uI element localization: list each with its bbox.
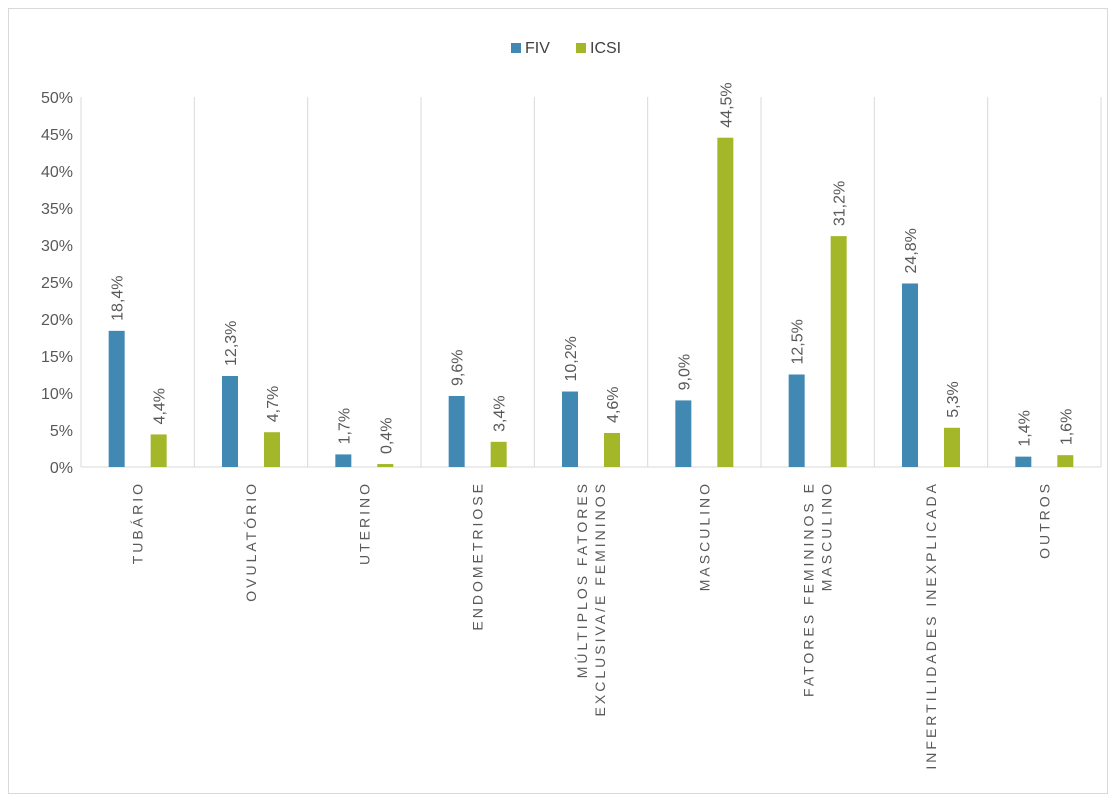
x-category-label: OUTROS — [1036, 481, 1052, 559]
legend: FIV ICSI — [511, 40, 621, 57]
x-category-label: TUBÁRIO — [130, 481, 146, 564]
y-tick-label: 20% — [41, 312, 73, 329]
x-category-label: MASCULINO — [696, 481, 712, 591]
bar-icsi — [944, 427, 960, 467]
y-tick-label: 45% — [41, 127, 73, 144]
y-tick-label: 10% — [41, 386, 73, 403]
y-tick-label: 5% — [50, 423, 73, 440]
y-tick-label: 30% — [41, 238, 73, 255]
data-label-icsi: 0,4% — [378, 418, 395, 454]
x-axis: TUBÁRIO OVULATÓRIO UTERINO ENDOMETRIOSE MÚLT… — [130, 481, 1053, 770]
y-tick-label: 35% — [41, 201, 73, 218]
data-label-icsi: 4,7% — [265, 386, 282, 422]
bar-fiv — [1015, 456, 1032, 467]
x-category-label: EXCLUSIVA/E FEMININOS — [592, 481, 608, 716]
x-category-label: UTERINO — [356, 481, 372, 565]
bar-icsi — [717, 137, 734, 467]
bar-fiv — [335, 454, 352, 467]
data-label-fiv: 10,2% — [563, 336, 580, 381]
data-labels: 18,4% 12,3% 1,7% 9,6% 10,2% 9,0% 12,5% 24,8% 1,4… — [110, 82, 1076, 454]
y-tick-label: 50% — [41, 90, 73, 107]
bar-icsi — [1057, 455, 1074, 467]
bar-icsi — [150, 434, 167, 467]
bar-fiv — [448, 395, 465, 467]
bar-fiv — [222, 375, 238, 467]
bar-fiv — [675, 400, 692, 467]
bar-icsi — [264, 432, 280, 467]
data-label-fiv: 1,4% — [1016, 410, 1033, 446]
bar-fiv — [788, 374, 805, 467]
bar-icsi — [830, 236, 847, 467]
data-label-icsi: 4,4% — [152, 388, 169, 424]
data-label-icsi: 3,4% — [492, 395, 509, 431]
bar-fiv — [562, 391, 578, 467]
bar-fiv — [902, 283, 918, 467]
x-category-label: INFERTILIDADES INEXPLICADA — [923, 481, 939, 770]
y-tick-label: 25% — [41, 275, 73, 292]
data-label-fiv: 9,6% — [450, 349, 467, 385]
bars — [108, 137, 1074, 467]
data-label-icsi: 1,6% — [1058, 409, 1075, 445]
x-category-label: ENDOMETRIOSE — [470, 481, 486, 631]
bar-icsi — [490, 441, 507, 467]
y-tick-label: 40% — [41, 164, 73, 181]
data-label-fiv: 18,4% — [110, 275, 127, 320]
data-label-fiv: 12,5% — [790, 319, 807, 364]
data-label-icsi: 44,5% — [718, 82, 735, 127]
x-category-label: FATORES FEMININOS E — [801, 481, 817, 697]
x-category-label: MASCULINO — [819, 481, 835, 591]
data-label-fiv: 9,0% — [676, 354, 693, 390]
legend-swatch-fiv — [511, 43, 521, 53]
legend-label-icsi: ICSI — [590, 40, 621, 57]
chart-frame: FIV ICSI 0% 5% 10% 15% 20% 25% 30% 35% 40% 45% 50% … — [8, 8, 1108, 794]
bar-chart: FIV ICSI 0%5%10%15%20%25%30%35%40%45%50% … — [41, 40, 1102, 770]
data-label-icsi: 31,2% — [832, 181, 849, 226]
bar-icsi — [377, 464, 394, 467]
bar-icsi — [604, 432, 620, 467]
x-category-label: OVULATÓRIO — [243, 481, 259, 602]
x-category-label: MÚLTIPLOS FATORES — [574, 481, 590, 678]
y-axis: 0% 5% 10% 15% 20% 25% 30% 35% 40% 45% 50% — [41, 90, 73, 477]
data-label-icsi: 5,3% — [945, 381, 962, 417]
data-label-fiv: 1,7% — [336, 408, 353, 444]
data-label-icsi: 4,6% — [605, 386, 622, 422]
y-tick-label: 0% — [50, 460, 73, 477]
legend-swatch-icsi — [576, 43, 586, 53]
y-tick-label: 15% — [41, 349, 73, 366]
category-gridlines — [80, 97, 1102, 468]
data-label-fiv: 12,3% — [223, 321, 240, 366]
data-label-fiv: 24,8% — [903, 228, 920, 273]
bar-fiv — [108, 330, 125, 467]
legend-label-fiv: FIV — [525, 40, 550, 57]
